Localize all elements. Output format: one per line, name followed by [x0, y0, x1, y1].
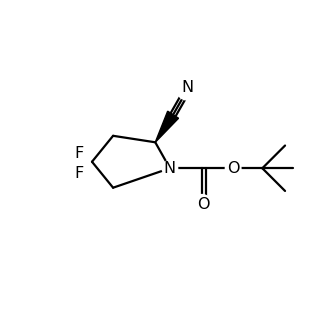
- Circle shape: [177, 82, 192, 98]
- Text: O: O: [227, 161, 239, 176]
- Polygon shape: [155, 111, 179, 142]
- Circle shape: [178, 84, 194, 100]
- Circle shape: [162, 160, 178, 176]
- Text: F: F: [74, 146, 83, 161]
- Circle shape: [194, 194, 210, 210]
- Circle shape: [225, 160, 241, 176]
- Text: F: F: [74, 166, 83, 181]
- Circle shape: [195, 197, 211, 213]
- Text: O: O: [197, 197, 210, 212]
- Text: N: N: [182, 80, 194, 95]
- Text: N: N: [164, 161, 176, 176]
